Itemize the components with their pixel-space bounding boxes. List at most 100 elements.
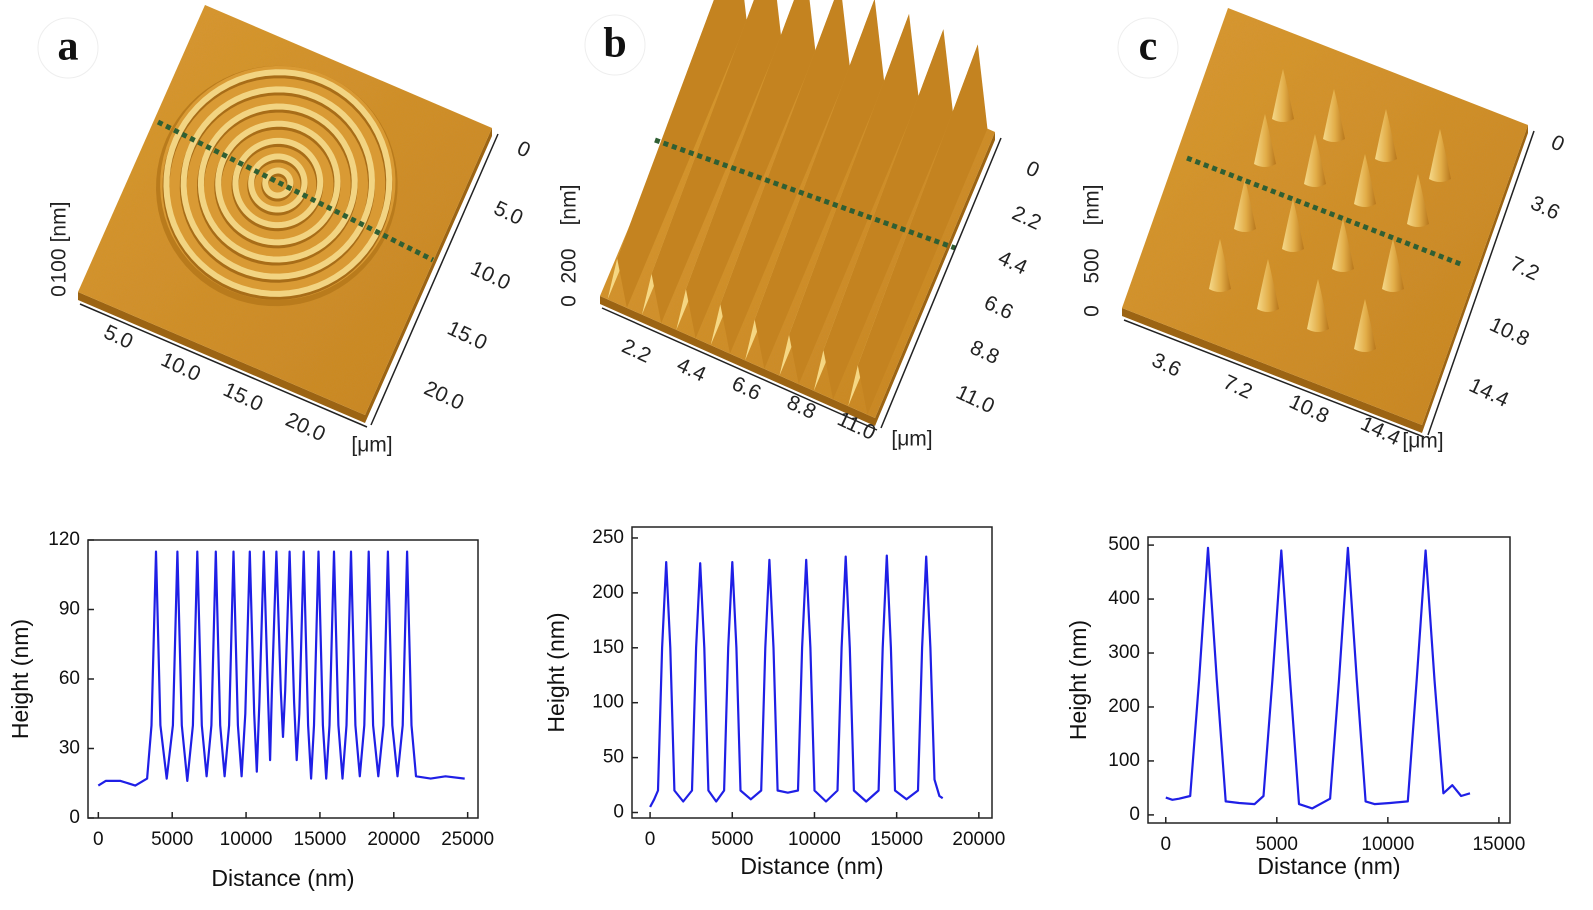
profile-line — [156, 119, 435, 263]
cone — [1304, 134, 1326, 187]
panel-label: b — [603, 21, 626, 67]
x-tick-label: 5000 — [711, 829, 753, 850]
afm-y-tick: 0 — [514, 137, 534, 163]
y-tick-label: 0 — [69, 807, 80, 828]
cone — [1375, 109, 1397, 162]
ridge-side — [789, 13, 919, 385]
afm-y-tick: 11.0 — [953, 381, 998, 418]
afm-x-tick: 20.0 — [282, 408, 329, 446]
afm-y-tick: 5.0 — [490, 197, 526, 230]
cone — [1354, 154, 1376, 207]
cone — [1209, 239, 1231, 292]
cone — [1429, 129, 1451, 182]
afm-y-tick: 14.4 — [1466, 374, 1513, 412]
ring — [197, 103, 358, 263]
afm-axis — [370, 133, 499, 426]
y-tick-label: 0 — [613, 802, 624, 823]
afm-z-tick: 100 — [48, 248, 71, 283]
y-axis-label: Height (nm) — [1065, 620, 1091, 740]
ridge-side — [685, 0, 816, 339]
cone — [1332, 219, 1354, 272]
ridge-side — [857, 44, 988, 415]
ridge-side — [823, 29, 954, 400]
x-tick-label: 20000 — [367, 829, 420, 850]
afm-xy-unit: [μm] — [351, 434, 392, 457]
plot-frame — [1147, 536, 1511, 824]
y-tick-label: 250 — [592, 527, 624, 548]
cone — [1234, 179, 1256, 232]
afm-x-tick: 2.2 — [618, 335, 654, 368]
afm-z-tick: 0 — [1081, 305, 1104, 317]
x-axis-label: Distance (nm) — [1257, 853, 1400, 879]
cone — [1257, 259, 1279, 312]
afm-xy-unit: [μm] — [1402, 430, 1443, 453]
ring — [215, 120, 341, 246]
cone — [1254, 114, 1276, 167]
ring — [232, 137, 324, 229]
x-tick-label: 10000 — [1361, 834, 1414, 855]
disc — [160, 65, 396, 301]
afm-y-tick: 3.6 — [1527, 191, 1563, 224]
x-tick-label: 25000 — [441, 829, 494, 850]
x-tick-label: 15000 — [870, 829, 923, 850]
x-tick-label: 0 — [645, 829, 656, 850]
profile-line — [97, 550, 465, 787]
x-axis-label: Distance (nm) — [740, 853, 883, 879]
afm-y-tick: 15.0 — [444, 317, 491, 355]
afm-y-tick: 0 — [1023, 157, 1043, 183]
afm-x-tick: 3.6 — [1148, 349, 1184, 382]
afm-y-tick: 20.0 — [421, 377, 468, 415]
cone — [1272, 69, 1294, 122]
cone — [1323, 89, 1345, 142]
ridge-side — [720, 0, 850, 354]
afm-x-tick: 10.8 — [1286, 390, 1333, 428]
afm-axis — [79, 303, 368, 428]
panel-badge — [37, 17, 99, 79]
cone — [1354, 299, 1376, 352]
afm-y-tick: 10.8 — [1486, 313, 1533, 351]
y-axis-label: Height (nm) — [543, 612, 569, 732]
afm-x-tick: 15.0 — [220, 378, 267, 416]
afm-y-tick: 8.8 — [967, 336, 1003, 369]
afm-x-tick: 7.2 — [1220, 371, 1256, 404]
y-tick-label: 90 — [59, 599, 80, 620]
ring — [248, 153, 308, 213]
panel-badge — [584, 14, 646, 76]
profile-line — [654, 137, 956, 251]
cone — [1382, 239, 1404, 292]
x-tick-label: 0 — [1160, 834, 1171, 855]
x-tick-label: 15000 — [294, 829, 347, 850]
panel-label: a — [58, 24, 79, 70]
afm-axis — [1123, 319, 1425, 438]
afm-z-tick: 200 — [558, 248, 581, 283]
profile-line — [1165, 546, 1471, 810]
y-tick-label: 120 — [48, 529, 80, 550]
profile-line — [1186, 155, 1464, 268]
x-tick-label: 15000 — [1472, 834, 1525, 855]
panel-label: c — [1139, 24, 1158, 70]
ring — [163, 69, 393, 297]
y-tick-label: 150 — [592, 637, 624, 658]
afm-axis — [601, 307, 878, 431]
afm-y-tick: 2.2 — [1009, 202, 1045, 235]
afm-x-tick: 4.4 — [673, 353, 709, 386]
profile-line — [649, 554, 944, 808]
afm-y-tick: 4.4 — [995, 246, 1031, 279]
y-tick-label: 200 — [1108, 696, 1140, 717]
plot-frame — [631, 526, 993, 819]
cone — [1307, 279, 1329, 332]
y-tick-label: 60 — [59, 668, 80, 689]
x-tick-label: 10000 — [220, 829, 273, 850]
afm-xy-unit: [μm] — [891, 428, 932, 451]
afm-y-tick: 0 — [1548, 131, 1568, 157]
afm-y-tick: 6.6 — [981, 291, 1017, 324]
afm-axis — [880, 137, 1002, 429]
afm-surface — [1122, 8, 1528, 425]
y-tick-label: 500 — [1108, 534, 1140, 555]
afm-axis — [1427, 130, 1535, 436]
y-tick-label: 50 — [603, 747, 624, 768]
cone — [1407, 174, 1429, 227]
x-tick-label: 0 — [93, 829, 104, 850]
afm-z-unit: [nm] — [558, 185, 581, 226]
